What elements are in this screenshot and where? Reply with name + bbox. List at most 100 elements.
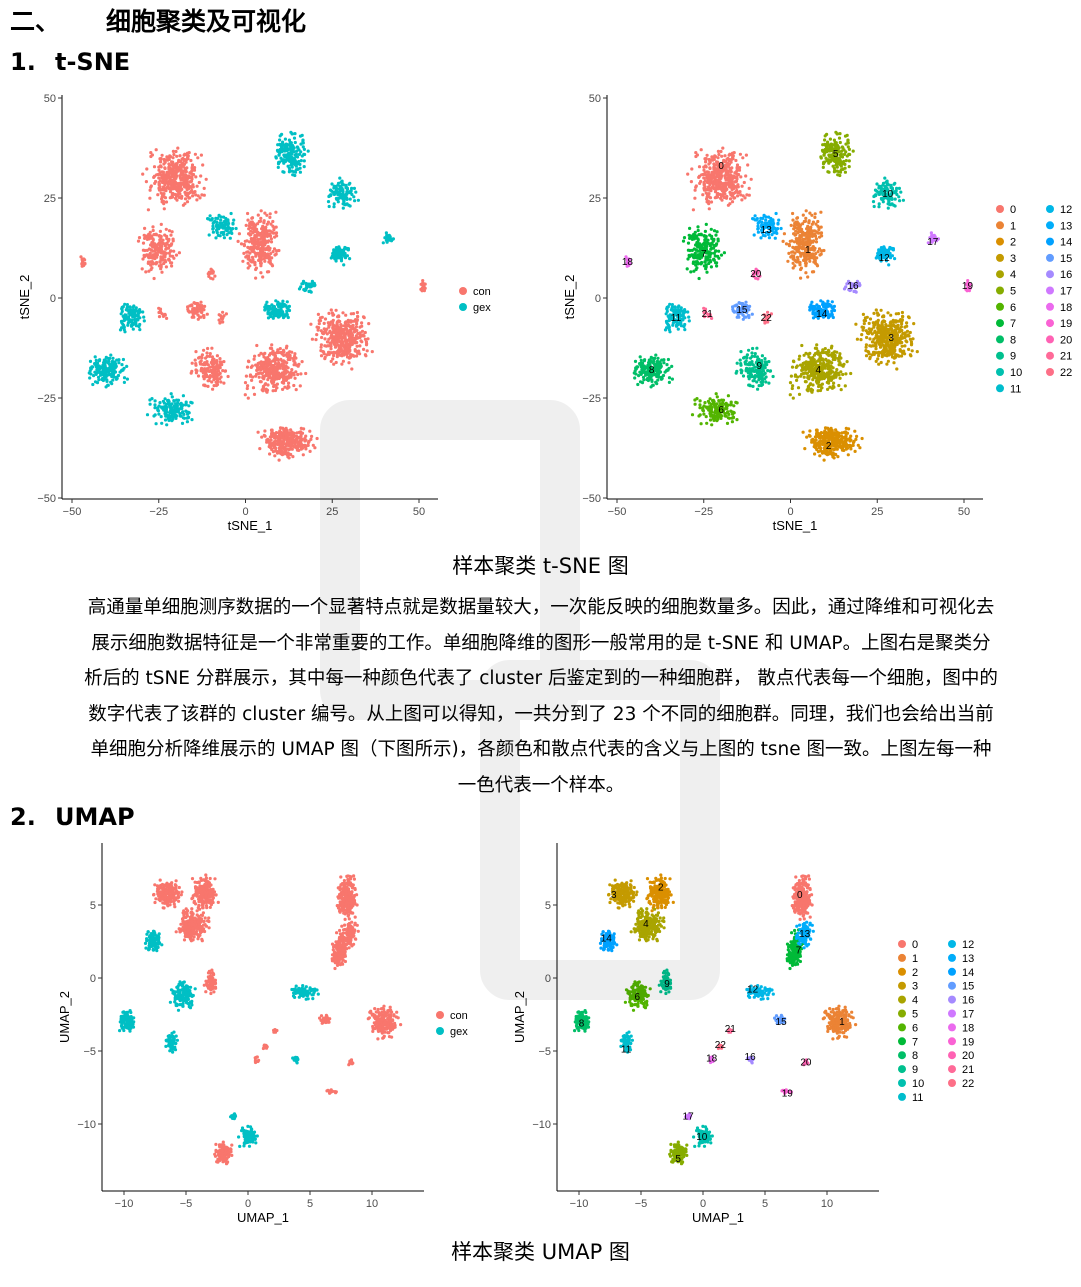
legend-swatch <box>898 1079 906 1087</box>
cluster-number-label: 19 <box>782 1088 794 1099</box>
legend-swatch <box>898 1065 906 1074</box>
x-tick-label: −25 <box>149 506 168 518</box>
legend-label: 2 <box>1010 237 1016 249</box>
legend-label: 19 <box>962 1036 974 1048</box>
legend-label: 12 <box>962 939 974 951</box>
legend-swatch <box>1046 237 1054 246</box>
legend-label: 6 <box>1010 302 1016 314</box>
cluster-number-label: 22 <box>715 1040 727 1051</box>
cluster-number-label: 20 <box>800 1058 812 1069</box>
umap-heading: 2. UMAP <box>10 803 135 831</box>
y-tick-label: 0 <box>595 293 601 305</box>
legend-label: 4 <box>912 995 918 1007</box>
cluster-number-label: 12 <box>747 985 759 996</box>
x-tick-label: 0 <box>787 506 793 518</box>
tsne-sample-points <box>79 130 427 462</box>
legend-label: 0 <box>1010 204 1016 216</box>
legend-swatch <box>898 1037 906 1046</box>
legend-label: 5 <box>912 1009 918 1021</box>
x-tick-label: −10 <box>570 1198 589 1210</box>
legend-swatch <box>996 253 1004 262</box>
cluster-number-label: 9 <box>756 361 762 372</box>
legend-swatch <box>996 237 1004 246</box>
legend-label: 22 <box>962 1078 974 1090</box>
legend-swatch <box>996 351 1004 360</box>
legend-swatch <box>1046 286 1054 295</box>
legend-swatch <box>898 1023 906 1032</box>
legend-swatch <box>948 1009 956 1018</box>
x-tick-label: −50 <box>608 506 627 518</box>
legend-label: 18 <box>1060 302 1072 314</box>
legend-swatch <box>898 953 906 962</box>
legend-swatch <box>948 995 956 1004</box>
x-axis-title: tSNE_1 <box>773 518 818 533</box>
section-title: 细胞聚类及可视化 <box>106 7 307 36</box>
y-tick-label: 5 <box>90 900 96 912</box>
legend-swatch <box>948 981 956 990</box>
legend-label: gex <box>473 302 491 314</box>
legend-swatch <box>898 981 906 990</box>
legend-swatch <box>1046 270 1054 279</box>
tsne-caption: 样本聚类 t-SNE 图 <box>452 554 629 578</box>
cluster-number-label: 13 <box>761 225 773 236</box>
legend-label: 11 <box>912 1092 923 1104</box>
cluster-number-label: 14 <box>816 309 828 320</box>
legend-swatch <box>996 286 1004 295</box>
legend-swatch <box>996 368 1004 376</box>
legend-swatch <box>459 303 467 311</box>
x-axis-title: UMAP_1 <box>237 1210 289 1225</box>
cluster-number-label: 9 <box>664 979 670 990</box>
x-tick-label: 25 <box>871 506 883 518</box>
legend-label: 1 <box>1010 220 1016 232</box>
legend-swatch <box>948 953 956 962</box>
legend-label: 14 <box>962 967 974 979</box>
sample-legend: con gex <box>459 286 491 314</box>
cluster-number-label: 16 <box>847 281 859 292</box>
cluster-number-label: 17 <box>683 1112 695 1123</box>
legend-swatch <box>948 1065 956 1074</box>
x-tick-label: 25 <box>326 506 338 518</box>
x-axis-title: UMAP_1 <box>692 1210 744 1225</box>
section-heading: 二、 细胞聚类及可视化 <box>10 2 306 38</box>
cluster-number-label: 13 <box>799 929 811 940</box>
paragraph-line: 数字代表了该群的 cluster 编号。从上图可以得知，一共分到了 23 个不同… <box>88 703 994 725</box>
legend-swatch <box>1046 319 1054 328</box>
cluster-number-label: 7 <box>796 945 802 956</box>
tsne-heading-title: t-SNE <box>55 48 131 76</box>
cluster-number-label: 20 <box>750 269 762 280</box>
legend-label: 18 <box>962 1022 974 1034</box>
cluster-number-label: 18 <box>706 1053 718 1064</box>
x-axis-title: tSNE_1 <box>228 518 273 533</box>
cluster-number-label: 11 <box>621 1045 632 1056</box>
legend-swatch <box>948 1037 956 1046</box>
cluster-number-label: 15 <box>736 305 748 316</box>
legend-label: 7 <box>1010 318 1016 330</box>
y-tick-label: 25 <box>44 193 56 205</box>
legend-label: con <box>450 1010 468 1022</box>
legend-swatch <box>898 940 906 948</box>
y-tick-label: −50 <box>37 493 56 505</box>
legend-label: 3 <box>1010 253 1016 265</box>
paragraph-line: 展示细胞数据特征是一个非常重要的工作。单细胞降维的图形一般常用的是 t-SNE … <box>91 632 991 654</box>
cluster-number-label: 18 <box>622 257 634 268</box>
y-tick-label: 50 <box>589 93 601 105</box>
y-tick-label: 0 <box>545 973 551 985</box>
x-tick-label: 50 <box>413 506 425 518</box>
tsne-cluster-plot: −50 −25 0 25 50 50 25 0 −25 −50 tSNE_1 tSNE_2 0 1 2 3 4 5… <box>545 85 1081 545</box>
x-tick-label: 5 <box>762 1198 768 1210</box>
cluster-number-label: 2 <box>658 882 664 893</box>
umap-left-axes: −10 −5 0 5 10 5 0 −5 −10 UMAP_1 UMAP_2 <box>57 843 424 1225</box>
y-axis-title: UMAP_2 <box>57 991 72 1043</box>
cluster-number-label: 11 <box>671 313 682 324</box>
legend-label: 6 <box>912 1022 918 1034</box>
description-paragraph: 高通量单细胞测序数据的一个显著特点就是数据量较大，一次能反映的细胞数量多。因此，… <box>10 590 1072 803</box>
legend-label: 9 <box>1010 351 1016 363</box>
cluster-number-label: 22 <box>761 313 773 324</box>
y-tick-label: 25 <box>589 193 601 205</box>
legend-label: 14 <box>1060 237 1072 249</box>
cluster-number-label: 10 <box>882 189 894 200</box>
legend-label: 13 <box>962 953 974 965</box>
